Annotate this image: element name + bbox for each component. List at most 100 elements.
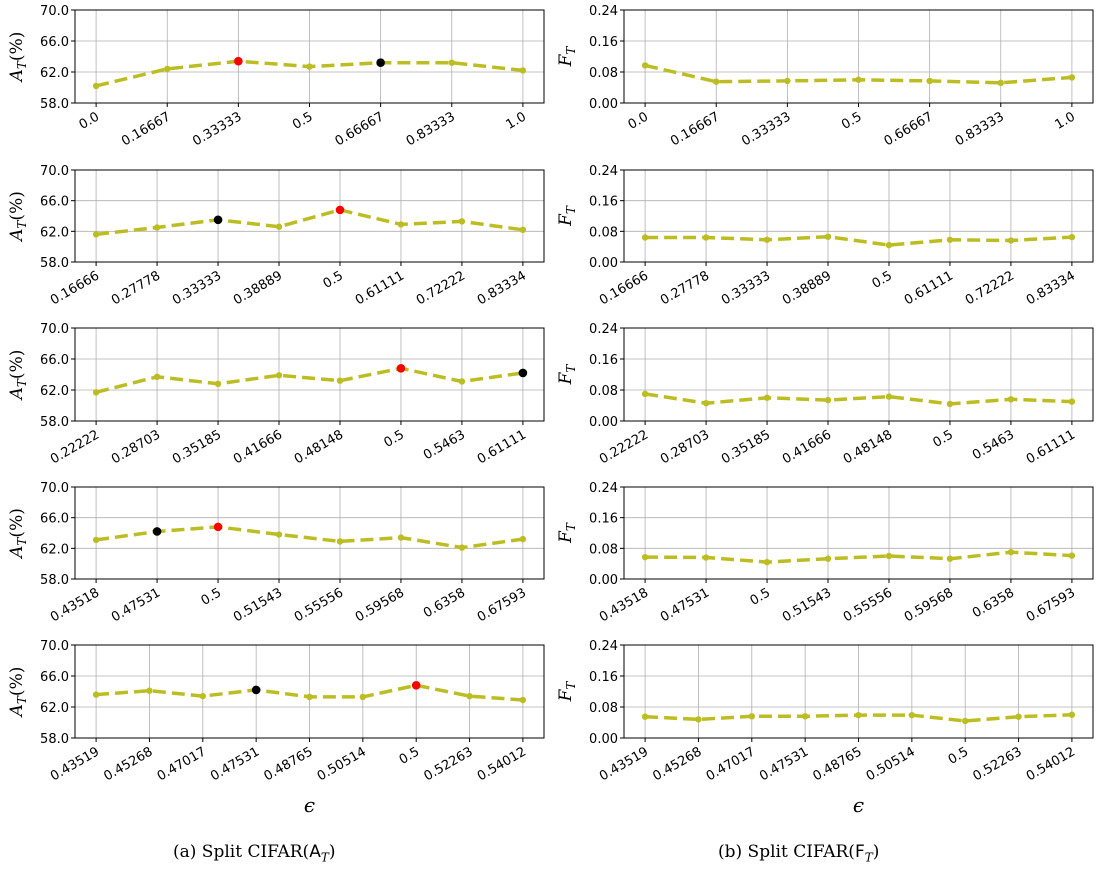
caption-right: (b) Split CIFAR(FT)	[718, 842, 880, 865]
x-tick-label: 0.0	[77, 109, 102, 132]
x-tick-label: 0.45268	[650, 744, 704, 784]
x-tick-label: 0.5463	[421, 427, 468, 463]
data-point	[306, 63, 313, 70]
y-tick-label: 0.00	[589, 732, 618, 747]
y-tick-label: 0.08	[589, 384, 618, 399]
x-tick-label: 0.43519	[48, 744, 102, 784]
y-tick-label: 0.16	[589, 512, 618, 527]
y-axis-label: FT	[556, 522, 578, 544]
data-point	[519, 696, 527, 704]
x-tick-label: 0.48765	[810, 744, 864, 784]
data-point	[702, 554, 710, 561]
data-point	[713, 78, 720, 85]
x-tick-label: 0.52263	[421, 744, 475, 784]
x-tick-label: 0.50514	[864, 744, 918, 784]
chart-left-3: 58.062.066.070.00.22222 0.28703 0.35185 0.4…	[7, 322, 545, 467]
x-tick-label: 0.0	[626, 109, 651, 132]
data-point-best	[411, 681, 421, 690]
y-axis-label: AT(%)	[7, 191, 29, 243]
data-point	[885, 552, 893, 560]
data-point	[641, 553, 649, 561]
x-tick-label: 0.16667	[119, 109, 173, 149]
data-point-second	[213, 215, 223, 225]
x-tick-label: 0.27778	[109, 268, 163, 308]
data-point	[275, 223, 283, 230]
data-point	[458, 378, 466, 385]
x-tick-label: 0.47017	[155, 744, 209, 784]
y-tick-label: 66.0	[40, 35, 69, 50]
data-point	[275, 372, 283, 379]
x-tick-label: 0.5	[946, 744, 971, 767]
y-tick-label: 0.16	[589, 195, 618, 210]
x-tick-label: 0.47531	[208, 744, 262, 784]
x-tick-label: 0.50514	[315, 744, 369, 784]
x-tick-label: 0.6358	[421, 585, 468, 621]
plot-frame	[74, 486, 545, 580]
data-point	[946, 400, 954, 408]
x-tick-label: 0.22222	[48, 427, 102, 467]
x-tick-label: 0.35185	[170, 427, 224, 467]
data-point	[641, 713, 649, 720]
y-tick-label: 0.24	[589, 322, 618, 337]
chart-right-3: 0.000.080.160.240.22222 0.28703 0.35185 0.4…	[556, 322, 1094, 467]
x-tick-label: 0.41666	[780, 427, 834, 467]
y-tick-label: 0.16	[589, 670, 618, 685]
y-tick-label: 58.0	[40, 97, 69, 112]
plot-frame	[623, 9, 1094, 104]
data-point	[1068, 74, 1076, 81]
data-point	[1068, 398, 1076, 405]
x-tick-label: 0.5	[870, 268, 895, 291]
data-point	[784, 77, 791, 85]
x-tick-label: 0.5	[748, 585, 773, 608]
data-point	[1007, 237, 1015, 244]
series-line	[644, 392, 1072, 406]
y-tick-label: 0.16	[589, 35, 618, 50]
y-tick-label: 0.24	[589, 481, 618, 496]
y-tick-label: 70.0	[40, 639, 69, 654]
data-point	[824, 396, 832, 404]
chart-right-1: 0.00 0.08 0.16 0.24 0.0 0.16667 0.33333 0.5 0.66…	[556, 4, 1094, 149]
x-tick-label: 0.43518	[48, 585, 102, 625]
y-tick-label: 62.0	[40, 701, 69, 716]
y-tick-label: 0.00	[589, 256, 618, 271]
x-tick-label: 0.48148	[841, 427, 895, 467]
data-point	[885, 241, 893, 249]
x-tick-label: 0.59568	[902, 585, 956, 625]
plot-frame	[74, 327, 545, 422]
data-point-best	[234, 56, 243, 66]
data-point-best	[335, 205, 345, 215]
y-tick-label: 66.0	[40, 195, 69, 210]
x-tick-label: 0.47017	[704, 744, 758, 784]
x-tick-label: 0.5	[290, 109, 315, 132]
chart-right-2: 0.00 0.08 0.16 0.24 0.16666 0.27778 0.33333 0.3…	[556, 164, 1094, 308]
data-point	[763, 236, 771, 243]
y-tick-label: 62.0	[40, 66, 69, 81]
x-tick-label: 0.43519	[597, 744, 651, 784]
x-tick-label: 0.72222	[963, 268, 1017, 308]
x-tick-label: 0.66667	[882, 109, 936, 149]
data-point	[336, 377, 344, 384]
y-tick-label: 58.0	[40, 573, 69, 588]
data-point	[997, 79, 1004, 87]
data-point	[519, 226, 527, 233]
data-point-second	[152, 527, 162, 536]
data-point	[702, 399, 710, 407]
data-point-second	[376, 58, 385, 67]
data-point	[641, 234, 649, 241]
y-axis-label: AT(%)	[7, 667, 29, 719]
data-point	[695, 716, 702, 723]
y-tick-label: 70.0	[40, 4, 69, 19]
x-tick-label: 0.38889	[780, 268, 834, 308]
y-axis-label: FT	[556, 364, 578, 386]
x-tick-label: 0.16667	[668, 109, 722, 149]
data-point	[448, 59, 455, 66]
x-tick-label: 0.51543	[780, 585, 834, 625]
x-tick-label: 0.83333	[404, 109, 458, 149]
x-tick-label: 0.48765	[261, 744, 315, 784]
data-point-best	[396, 364, 406, 373]
x-tick-label: 0.48148	[292, 427, 346, 467]
x-tick-label: 0.54012	[1024, 744, 1078, 784]
x-tick-label: 0.67593	[1024, 585, 1078, 625]
data-point	[466, 692, 473, 700]
